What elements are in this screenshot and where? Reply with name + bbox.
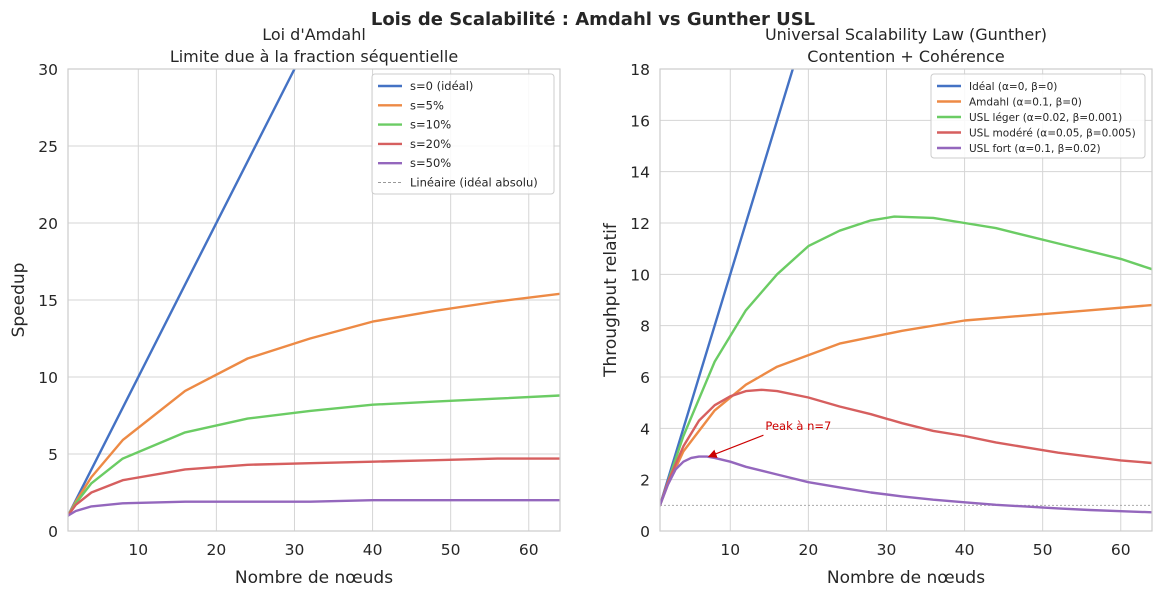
y-tick-label: 5 — [48, 446, 58, 464]
x-tick-label: 50 — [441, 541, 461, 559]
legend-label: Linéaire (idéal absolu) — [410, 176, 538, 190]
legend-label: s=5% — [410, 98, 444, 112]
y-tick-label: 16 — [630, 112, 650, 130]
legend-box — [371, 73, 555, 195]
y-tick-label: 30 — [38, 61, 58, 79]
legend: Idéal (α=0, β=0) Amdahl (α=0.1, β=0) USL l… — [930, 73, 1146, 159]
y-tick-label: 2 — [640, 472, 650, 490]
y-tick-label: 8 — [640, 318, 650, 336]
chart-subtitle: Limite due à la fraction séquentielle — [170, 47, 458, 66]
series-line-1 — [660, 303, 1152, 507]
y-tick-label: 12 — [630, 215, 650, 233]
legend-box — [930, 73, 1146, 159]
plot-frame — [659, 68, 1153, 532]
y-tick-label: 10 — [38, 369, 58, 387]
x-axis-label: Nombre de nœuds — [827, 568, 985, 588]
chart-subtitle: Contention + Cohérence — [807, 47, 1004, 66]
y-tick-label: 10 — [630, 266, 650, 284]
legend-label: s=0 (idéal) — [410, 79, 473, 93]
series-line-4 — [660, 455, 1152, 514]
y-tick-label: 15 — [38, 292, 58, 310]
legend-label: s=10% — [410, 118, 451, 132]
x-tick-label: 60 — [1111, 541, 1131, 559]
y-tick-label: 0 — [48, 523, 58, 541]
y-tick-label: 14 — [630, 164, 650, 182]
series-line-3 — [660, 388, 1152, 507]
legend-label: s=20% — [410, 137, 451, 151]
legend-label: s=50% — [410, 156, 451, 170]
plot-frame — [67, 68, 561, 532]
chart-amdahl: 10 20 30 40 50 60 0 5 10 15 20 25 30 Nombre de nœuds S… — [9, 25, 561, 588]
y-axis-label: Throughput relatif — [601, 222, 621, 378]
y-tick-label: 20 — [38, 215, 58, 233]
legend-label: Idéal (α=0, β=0) — [969, 81, 1057, 93]
x-tick-label: 30 — [285, 541, 305, 559]
legend-label: USL modéré (α=0.05, β=0.005) — [969, 128, 1136, 140]
annotation-arrow — [707, 434, 764, 458]
x-axis-label: Nombre de nœuds — [235, 568, 393, 588]
series-line-2 — [68, 394, 560, 517]
x-tick-label: 20 — [207, 541, 227, 559]
x-tick-label: 50 — [1033, 541, 1053, 559]
x-tick-label: 60 — [519, 541, 539, 559]
x-tick-label: 40 — [363, 541, 383, 559]
series-line-2 — [660, 215, 1152, 507]
series-group — [68, 69, 560, 517]
y-tick-label: 18 — [630, 61, 650, 79]
x-tick-label: 40 — [955, 541, 975, 559]
series-group — [660, 69, 1152, 514]
series-line-1 — [68, 292, 560, 517]
y-tick-label: 6 — [640, 369, 650, 387]
annotation-text: Peak à n=7 — [765, 419, 831, 433]
series-line-0 — [660, 69, 794, 507]
y-tick-label: 0 — [640, 523, 650, 541]
chart-usl: Peak à n=7 10 20 30 40 50 60 0 2 4 6 8 10 12 14 16 18 Nom… — [601, 25, 1153, 588]
x-tick-label: 10 — [128, 541, 148, 559]
chart-title: Loi d'Amdahl — [262, 25, 366, 44]
y-tick-label: 4 — [640, 420, 650, 438]
x-tick-label: 20 — [799, 541, 819, 559]
legend-label: Amdahl (α=0.1, β=0) — [969, 97, 1082, 109]
chart-title: Universal Scalability Law (Gunther) — [765, 25, 1047, 44]
y-tick-label: 25 — [38, 138, 58, 156]
legend-label: USL fort (α=0.1, β=0.02) — [969, 143, 1101, 155]
x-tick-label: 10 — [720, 541, 740, 559]
legend: s=0 (idéal) s=5% s=10% s=20% s=50% Linéaire (… — [371, 73, 555, 195]
series-line-4 — [68, 499, 560, 517]
figure-suptitle: Lois de Scalabilité : Amdahl vs Gunther … — [371, 9, 815, 30]
x-tick-label: 30 — [877, 541, 897, 559]
series-line-3 — [68, 457, 560, 517]
legend-label: USL léger (α=0.02, β=0.001) — [969, 112, 1122, 124]
y-axis-label: Speedup — [9, 263, 29, 338]
series-line-0 — [68, 69, 296, 517]
